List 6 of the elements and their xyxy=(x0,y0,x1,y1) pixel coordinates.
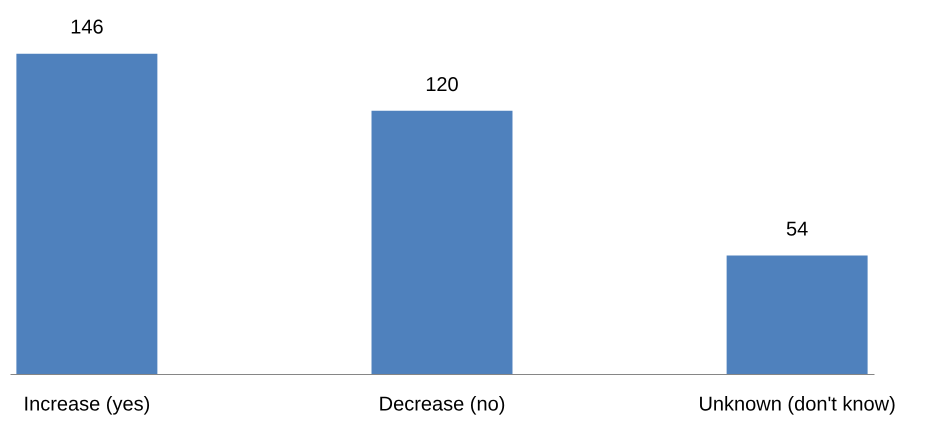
x-tick-label: Increase (yes) xyxy=(24,394,150,416)
x-tick-label: Decrease (no) xyxy=(378,394,506,416)
x-tick-label: Unknown (don't know) xyxy=(698,394,896,416)
data-label: 146 xyxy=(70,16,104,39)
data-label: 120 xyxy=(425,74,459,96)
data-label: 54 xyxy=(786,218,808,241)
